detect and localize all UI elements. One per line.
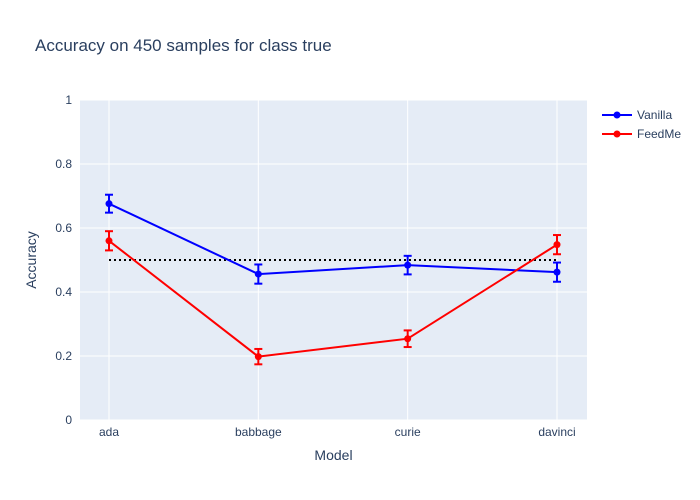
legend-item-vanilla[interactable]: Vanilla xyxy=(602,108,672,122)
data-point xyxy=(105,200,113,208)
y-tick-label: 1 xyxy=(65,93,72,107)
y-tick-label: 0.2 xyxy=(55,349,72,363)
data-point xyxy=(553,241,561,249)
series-line xyxy=(108,240,558,358)
legend-label: Vanilla xyxy=(637,108,672,122)
y-tick-label: 0.8 xyxy=(55,157,72,171)
grid-lines xyxy=(80,99,587,421)
data-point xyxy=(254,270,262,278)
data-point xyxy=(553,268,561,276)
data-point xyxy=(254,353,262,361)
data-point xyxy=(105,237,113,245)
x-axis-ticks: ada babbage curie davinci xyxy=(99,425,576,439)
x-axis-label: Model xyxy=(314,447,352,463)
y-tick-label: 0 xyxy=(65,413,72,427)
legend[interactable]: Vanilla FeedMe xyxy=(602,108,681,141)
x-tick-label: ada xyxy=(99,425,119,439)
data-point xyxy=(404,261,412,269)
series-group xyxy=(105,193,561,366)
legend-label: FeedMe xyxy=(637,127,681,141)
y-tick-label: 0.4 xyxy=(55,285,72,299)
x-tick-label: babbage xyxy=(235,425,282,439)
x-tick-label: curie xyxy=(395,425,421,439)
y-axis-ticks: 0 0.2 0.4 0.6 0.8 1 xyxy=(55,93,72,427)
series-vanilla xyxy=(105,193,561,285)
chart-title: Accuracy on 450 samples for class true xyxy=(35,36,332,55)
data-point xyxy=(404,335,412,343)
series-line xyxy=(108,202,558,276)
series-feedme xyxy=(105,230,561,366)
y-tick-label: 0.6 xyxy=(55,221,72,235)
x-tick-label: davinci xyxy=(538,425,575,439)
legend-swatch-marker xyxy=(613,111,621,119)
legend-swatch-marker xyxy=(613,130,621,138)
legend-item-feedme[interactable]: FeedMe xyxy=(602,127,681,141)
y-axis-label: Accuracy xyxy=(23,231,39,289)
